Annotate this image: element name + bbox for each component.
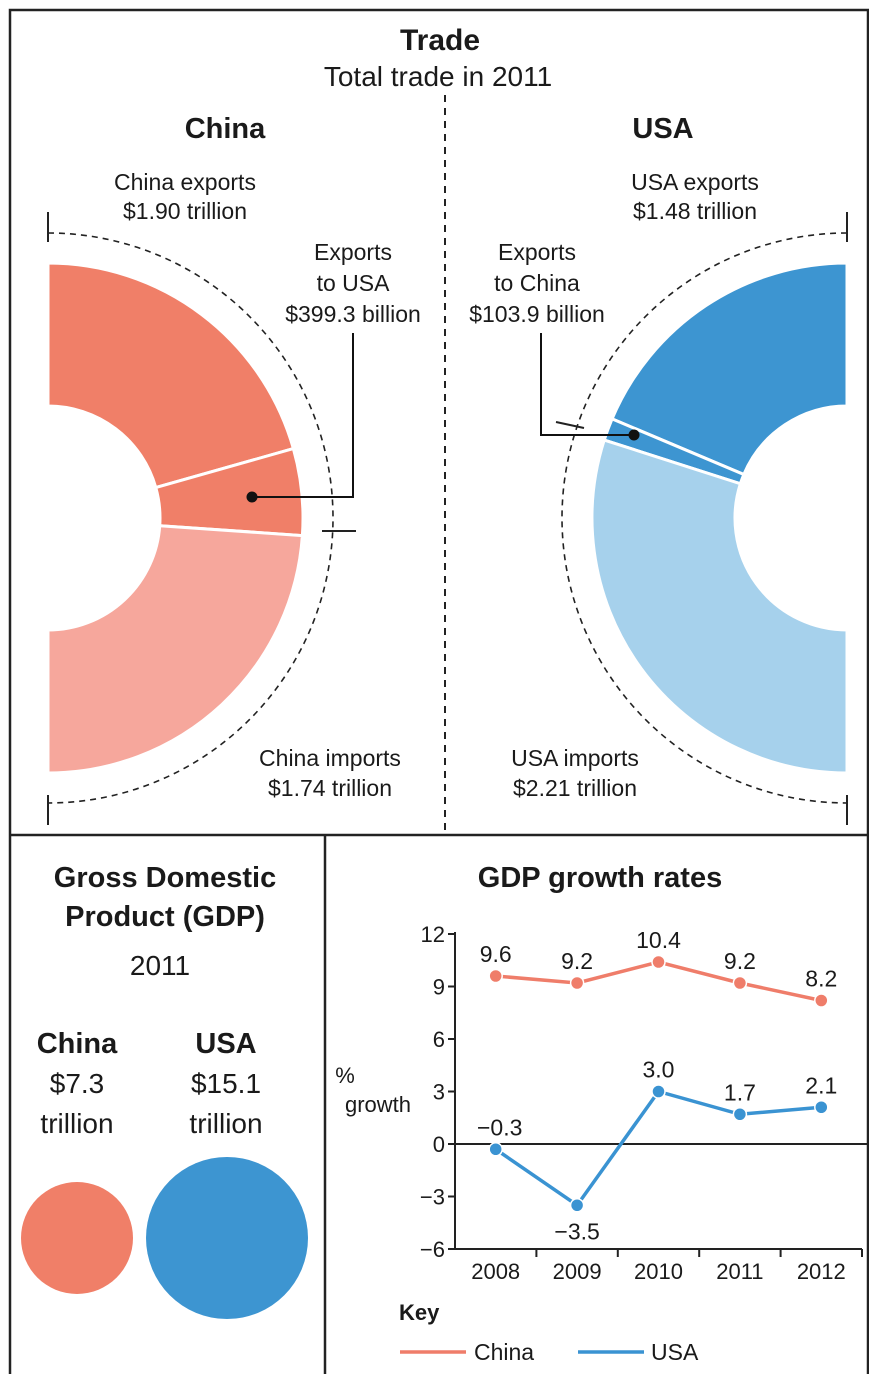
data-label: 2.1: [805, 1072, 837, 1098]
usa-imports-label: USA imports: [511, 745, 639, 771]
y-tick-label: −3: [420, 1185, 445, 1210]
china-imports-label: China imports: [259, 745, 401, 771]
gdp-china-circle: [21, 1182, 133, 1294]
series-line-usa: [494, 1089, 822, 1208]
china-bilateral-label-2: to USA: [317, 270, 391, 296]
gdp-usa-unit: trillion: [189, 1108, 262, 1139]
data-point: [569, 975, 585, 991]
gdp-title-line-2: Product (GDP): [65, 901, 265, 933]
china-imports-segment: [46, 524, 304, 775]
y-axis-label-2: growth: [345, 1092, 411, 1117]
data-label: 9.2: [724, 948, 756, 974]
data-label: 9.2: [561, 948, 593, 974]
usa-bilateral-value: $103.9 billion: [469, 301, 605, 327]
usa-exports-segment: [610, 261, 849, 477]
key-title: Key: [399, 1300, 440, 1325]
data-point: [488, 968, 503, 984]
usa-trade-ring: [561, 232, 849, 804]
data-label: 3.0: [643, 1057, 675, 1083]
gdp-usa-value: $15.1: [191, 1068, 261, 1099]
key-china-label: China: [474, 1339, 534, 1365]
y-tick-label: 12: [421, 922, 445, 947]
frame: [8, 8, 869, 1374]
china-imports-value: $1.74 trillion: [268, 775, 392, 801]
data-label: 8.2: [805, 966, 837, 992]
trade-subtitle: Total trade in 2011: [324, 61, 552, 92]
gdp-china-name: China: [37, 1028, 118, 1060]
gdp-china-value: $7.3: [50, 1068, 105, 1099]
data-point: [651, 954, 666, 970]
x-tick-label: 2012: [797, 1259, 846, 1284]
data-point: [488, 1142, 503, 1157]
data-label: 1.7: [724, 1079, 756, 1105]
china-heading: China: [185, 113, 266, 145]
data-point: [814, 993, 829, 1008]
data-label: −0.3: [477, 1114, 522, 1140]
key-usa-label: USA: [651, 1339, 699, 1365]
gdp-china-unit: trillion: [40, 1108, 113, 1139]
y-tick-label: 3: [433, 1080, 445, 1105]
china-trade-ring: [46, 232, 334, 804]
gdp-usa-circle: [146, 1157, 308, 1319]
y-tick-label: 9: [433, 975, 445, 1000]
growth-chart-title: GDP growth rates: [478, 862, 722, 894]
data-point: [814, 1100, 829, 1115]
usa-imports-segment: [590, 438, 849, 775]
china-bilateral-value: $399.3 billion: [285, 301, 421, 327]
y-tick-label: −6: [420, 1237, 445, 1262]
data-label: 10.4: [636, 927, 681, 953]
data-label: −3.5: [554, 1218, 599, 1244]
usa-heading: USA: [632, 113, 693, 145]
china-exports-value: $1.90 trillion: [123, 198, 247, 224]
x-tick-label: 2011: [716, 1259, 763, 1284]
data-point: [732, 975, 748, 991]
growth-line-chart: 12 9 6 3 0 −3 −6 2008 2009 2010 2011 2012 9.6 9.2 10.4…: [420, 922, 868, 1284]
usa-bilateral-leader: [540, 333, 634, 436]
y-axis-label-1: %: [335, 1063, 355, 1088]
y-tick-label: 6: [433, 1027, 445, 1052]
gdp-usa-name: USA: [195, 1028, 256, 1060]
data-point: [732, 1107, 748, 1122]
x-tick-label: 2010: [634, 1259, 683, 1284]
china-bilateral-leader: [252, 333, 354, 498]
y-tick-label: 0: [433, 1132, 445, 1157]
gdp-title-line-1: Gross Domestic: [54, 862, 276, 894]
usa-exports-value: $1.48 trillion: [633, 198, 757, 224]
x-tick-label: 2009: [553, 1259, 602, 1284]
china-bilateral-dot: [246, 491, 258, 503]
china-bilateral-label-1: Exports: [314, 239, 392, 265]
usa-split-tick: [555, 421, 585, 429]
data-point: [569, 1198, 585, 1213]
usa-bilateral-label-2: to China: [494, 270, 580, 296]
data-label: 9.6: [480, 941, 512, 967]
x-tick-label: 2008: [471, 1259, 520, 1284]
usa-bilateral-dot: [628, 429, 640, 441]
usa-bilateral-label-1: Exports: [498, 239, 576, 265]
gdp-year: 2011: [130, 950, 190, 981]
china-exports-label: China exports: [114, 169, 256, 195]
usa-exports-label: USA exports: [631, 169, 759, 195]
china-exports-segment: [46, 261, 296, 490]
usa-imports-value: $2.21 trillion: [513, 775, 637, 801]
data-point: [651, 1084, 666, 1099]
trade-title: Trade: [400, 24, 480, 57]
